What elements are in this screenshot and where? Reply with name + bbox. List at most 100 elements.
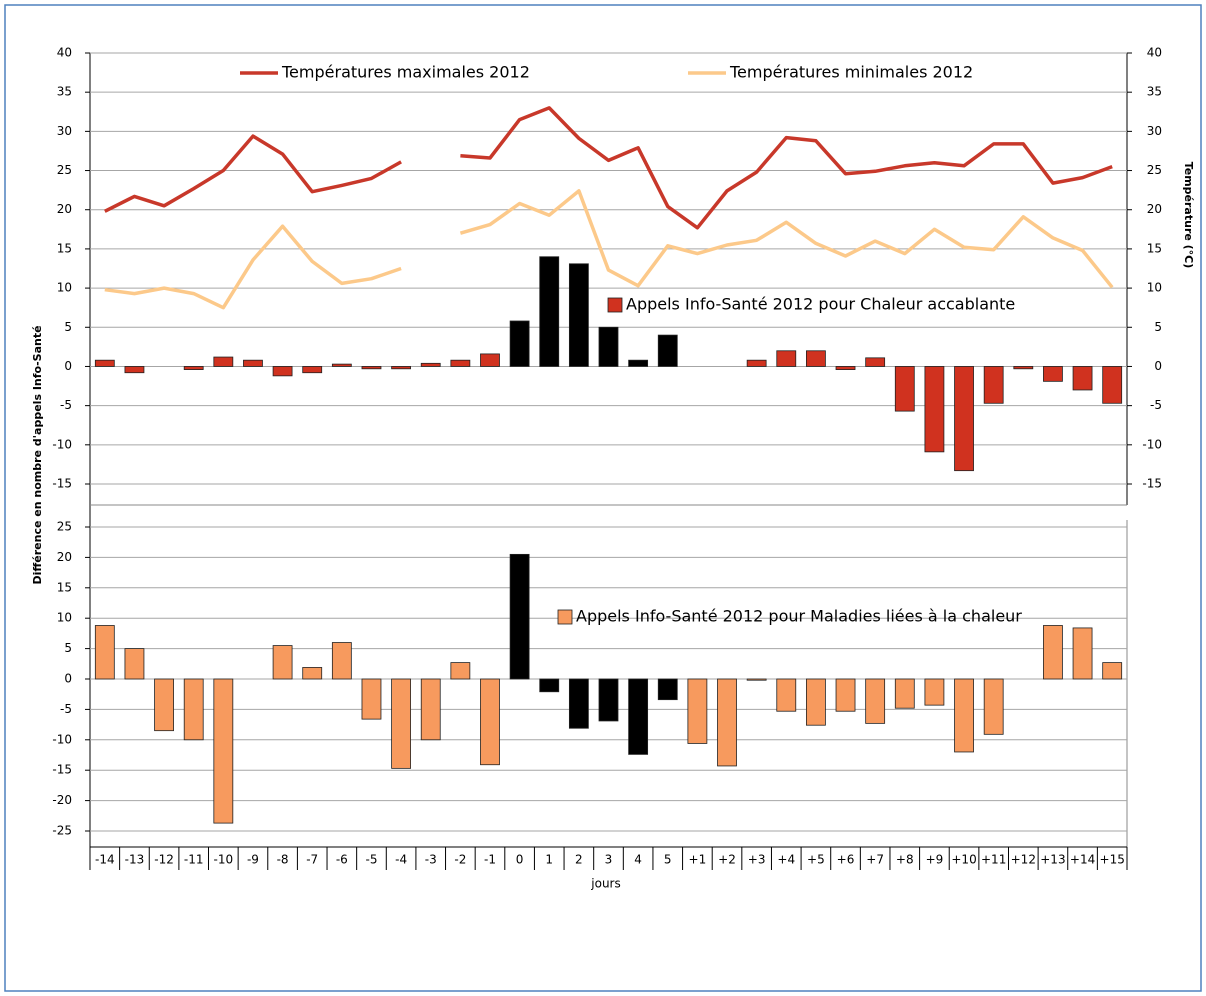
x-tick-label: -9 [247,853,259,867]
y-tick-label: 30 [57,124,72,138]
y-tick-label: -10 [52,437,72,451]
bar [687,678,708,744]
x-tick-label: 0 [516,853,524,867]
bar [539,678,560,693]
bar [480,678,500,766]
bar [124,366,145,374]
y-tick-label: 5 [64,641,72,655]
y2-tick-label: 35 [1147,85,1162,99]
bar [865,357,886,367]
legend-label: Températures minimales 2012 [729,63,973,82]
x-tick-label: 2 [575,853,583,867]
bar [154,678,174,732]
x-tick-label: +9 [926,853,944,867]
y2-axis-title: Température (°C) [1182,162,1195,269]
y-tick-label: 20 [57,202,72,216]
y-tick-label: 10 [57,611,72,625]
bar [213,356,234,367]
y-tick-label: 40 [57,46,72,60]
bar [1043,625,1063,680]
bar [746,678,767,681]
x-tick-label: +4 [777,853,795,867]
bar [1043,366,1063,382]
bar [568,263,589,367]
bar [509,320,530,367]
y-axis-title: Différence en nombre d'appels Info-Santé [31,325,44,584]
x-tick-label: -4 [395,853,407,867]
bar [746,359,767,367]
line [104,189,1114,310]
bar [213,678,234,824]
x-tick-label: +12 [1011,853,1036,867]
y2-tick-label: -10 [1142,437,1162,451]
x-tick-label: -13 [125,853,145,867]
y2-tick-label: 0 [1154,359,1162,373]
bar [331,363,352,367]
x-tick-label: +2 [718,853,736,867]
bar [776,350,797,367]
bar [835,678,856,712]
x-tick-label: +7 [866,853,884,867]
bar [539,256,560,367]
x-tick-label: -10 [214,853,234,867]
y-tick-label: 35 [57,85,72,99]
x-tick-label: -6 [336,853,348,867]
x-tick-label: +5 [807,853,825,867]
x-tick-label: -8 [277,853,289,867]
y2-tick-label: 15 [1147,241,1162,255]
x-tick-label: -14 [95,853,115,867]
x-axis-title: jours [590,877,620,891]
x-tick-label: 4 [634,853,642,867]
bar [302,667,323,680]
y2-tick-label: 5 [1154,320,1162,334]
bar [361,366,382,370]
bar [302,366,323,374]
frame [4,4,1202,992]
y-tick-label: 0 [64,359,72,373]
bar [1102,662,1123,680]
bar [598,678,619,722]
bar [806,350,826,367]
bar [450,662,471,680]
bar [835,366,856,370]
x-tick-label: +13 [1040,853,1065,867]
bar [272,645,293,680]
bar [94,359,115,367]
y-tick-label: 10 [57,281,72,295]
y-tick-label: -5 [60,702,72,716]
legend-label: Températures maximales 2012 [281,63,530,82]
bar [954,678,974,753]
bar [568,678,589,729]
bar [391,366,412,370]
x-tick-label: -11 [184,853,204,867]
x-tick-label: -12 [154,853,174,867]
bar [272,366,293,377]
bar [1072,366,1093,391]
bar [94,625,115,680]
x-tick-label: +15 [1100,853,1125,867]
bar [450,359,471,367]
y2-tick-label: -5 [1150,398,1162,412]
y-tick-label: 15 [57,241,72,255]
x-tick-label: +14 [1070,853,1095,867]
x-tick-label: 5 [664,853,672,867]
x-tick-label: +11 [981,853,1006,867]
x-tick-label: +10 [951,853,976,867]
x-tick-label: +8 [896,853,914,867]
y-tick-label: -20 [52,793,72,807]
line [104,106,1113,230]
bar [983,678,1004,735]
x-tick-label: 3 [605,853,613,867]
legend-swatch [607,297,623,313]
y-tick-label: 0 [64,672,72,686]
bar [983,366,1004,404]
bar [894,678,915,709]
bar [924,366,945,453]
bar [628,678,649,755]
bar [717,678,737,767]
x-tick-label: +3 [748,853,766,867]
bar [183,678,204,741]
bar [331,642,352,680]
x-tick-label: -2 [454,853,466,867]
bar [657,678,678,701]
